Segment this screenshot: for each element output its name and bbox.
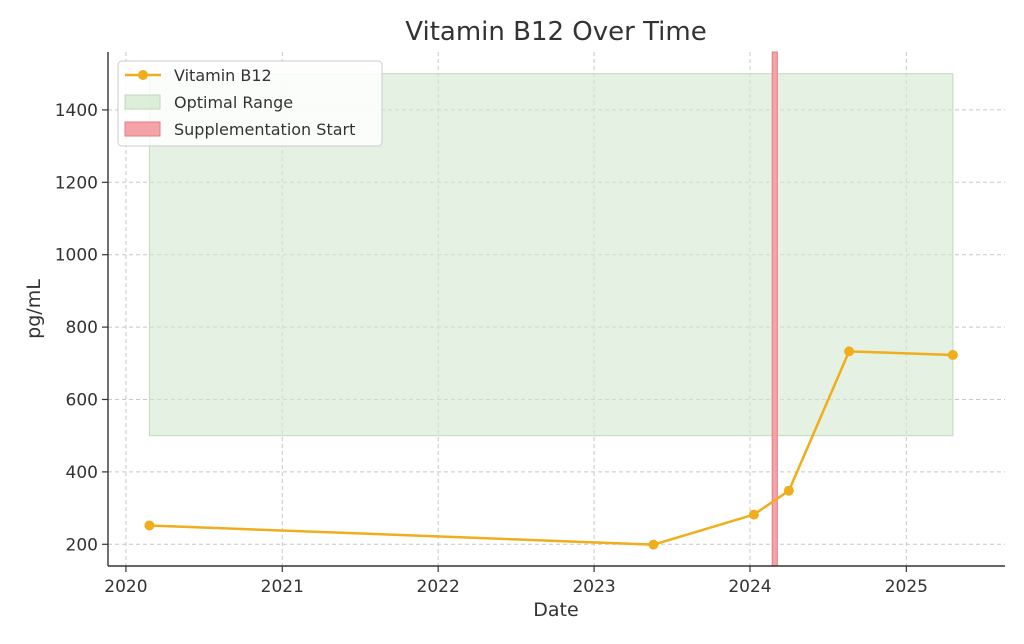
- y-tick-label: 200: [66, 535, 98, 555]
- legend: Vitamin B12 Optimal Range Supplementatio…: [117, 60, 383, 147]
- y-tick-layer: 200 400 600 800 1000 1200 1400: [55, 101, 108, 555]
- y-axis-label: pg/mL: [23, 279, 45, 339]
- series-line-vitamin-b12: [149, 350, 953, 546]
- y-tick-label: 1000: [55, 246, 98, 266]
- x-tick-label: 2025: [885, 577, 928, 597]
- data-point: [748, 509, 759, 520]
- legend-label-vitamin-b12: Vitamin B12: [174, 66, 272, 85]
- x-tick-label: 2023: [572, 577, 615, 597]
- data-point: [648, 539, 659, 550]
- y-tick-label: 800: [66, 318, 98, 338]
- supplementation-start-marker: [771, 51, 778, 567]
- x-tick-label: 2024: [728, 577, 771, 597]
- legend-marker-swatch: [138, 70, 148, 80]
- x-tick-label: 2020: [104, 577, 147, 597]
- data-point: [783, 485, 794, 496]
- y-tick-label: 600: [66, 390, 98, 410]
- y-tick-label: 400: [66, 463, 98, 483]
- series-layer: [144, 346, 958, 550]
- chart-title: Vitamin B12 Over Time: [405, 17, 706, 47]
- x-tick-label: 2021: [261, 577, 304, 597]
- legend-label-supplementation-start: Supplementation Start: [174, 120, 355, 139]
- legend-marker-band-swatch: [124, 121, 161, 137]
- y-tick-label: 1200: [55, 173, 98, 193]
- x-tick-label: 2022: [417, 577, 460, 597]
- legend-label-optimal-range: Optimal Range: [174, 93, 293, 112]
- data-point: [144, 520, 155, 531]
- x-axis-label: Date: [533, 599, 578, 621]
- legend-band-swatch: [124, 94, 161, 110]
- data-point: [947, 349, 958, 360]
- legend-frame: [117, 60, 383, 147]
- y-tick-label: 1400: [55, 101, 98, 121]
- data-point: [844, 346, 855, 357]
- x-tick-layer: 2020 2021 2022 2023 2024 2025: [104, 566, 928, 597]
- marker-layer: [771, 51, 778, 567]
